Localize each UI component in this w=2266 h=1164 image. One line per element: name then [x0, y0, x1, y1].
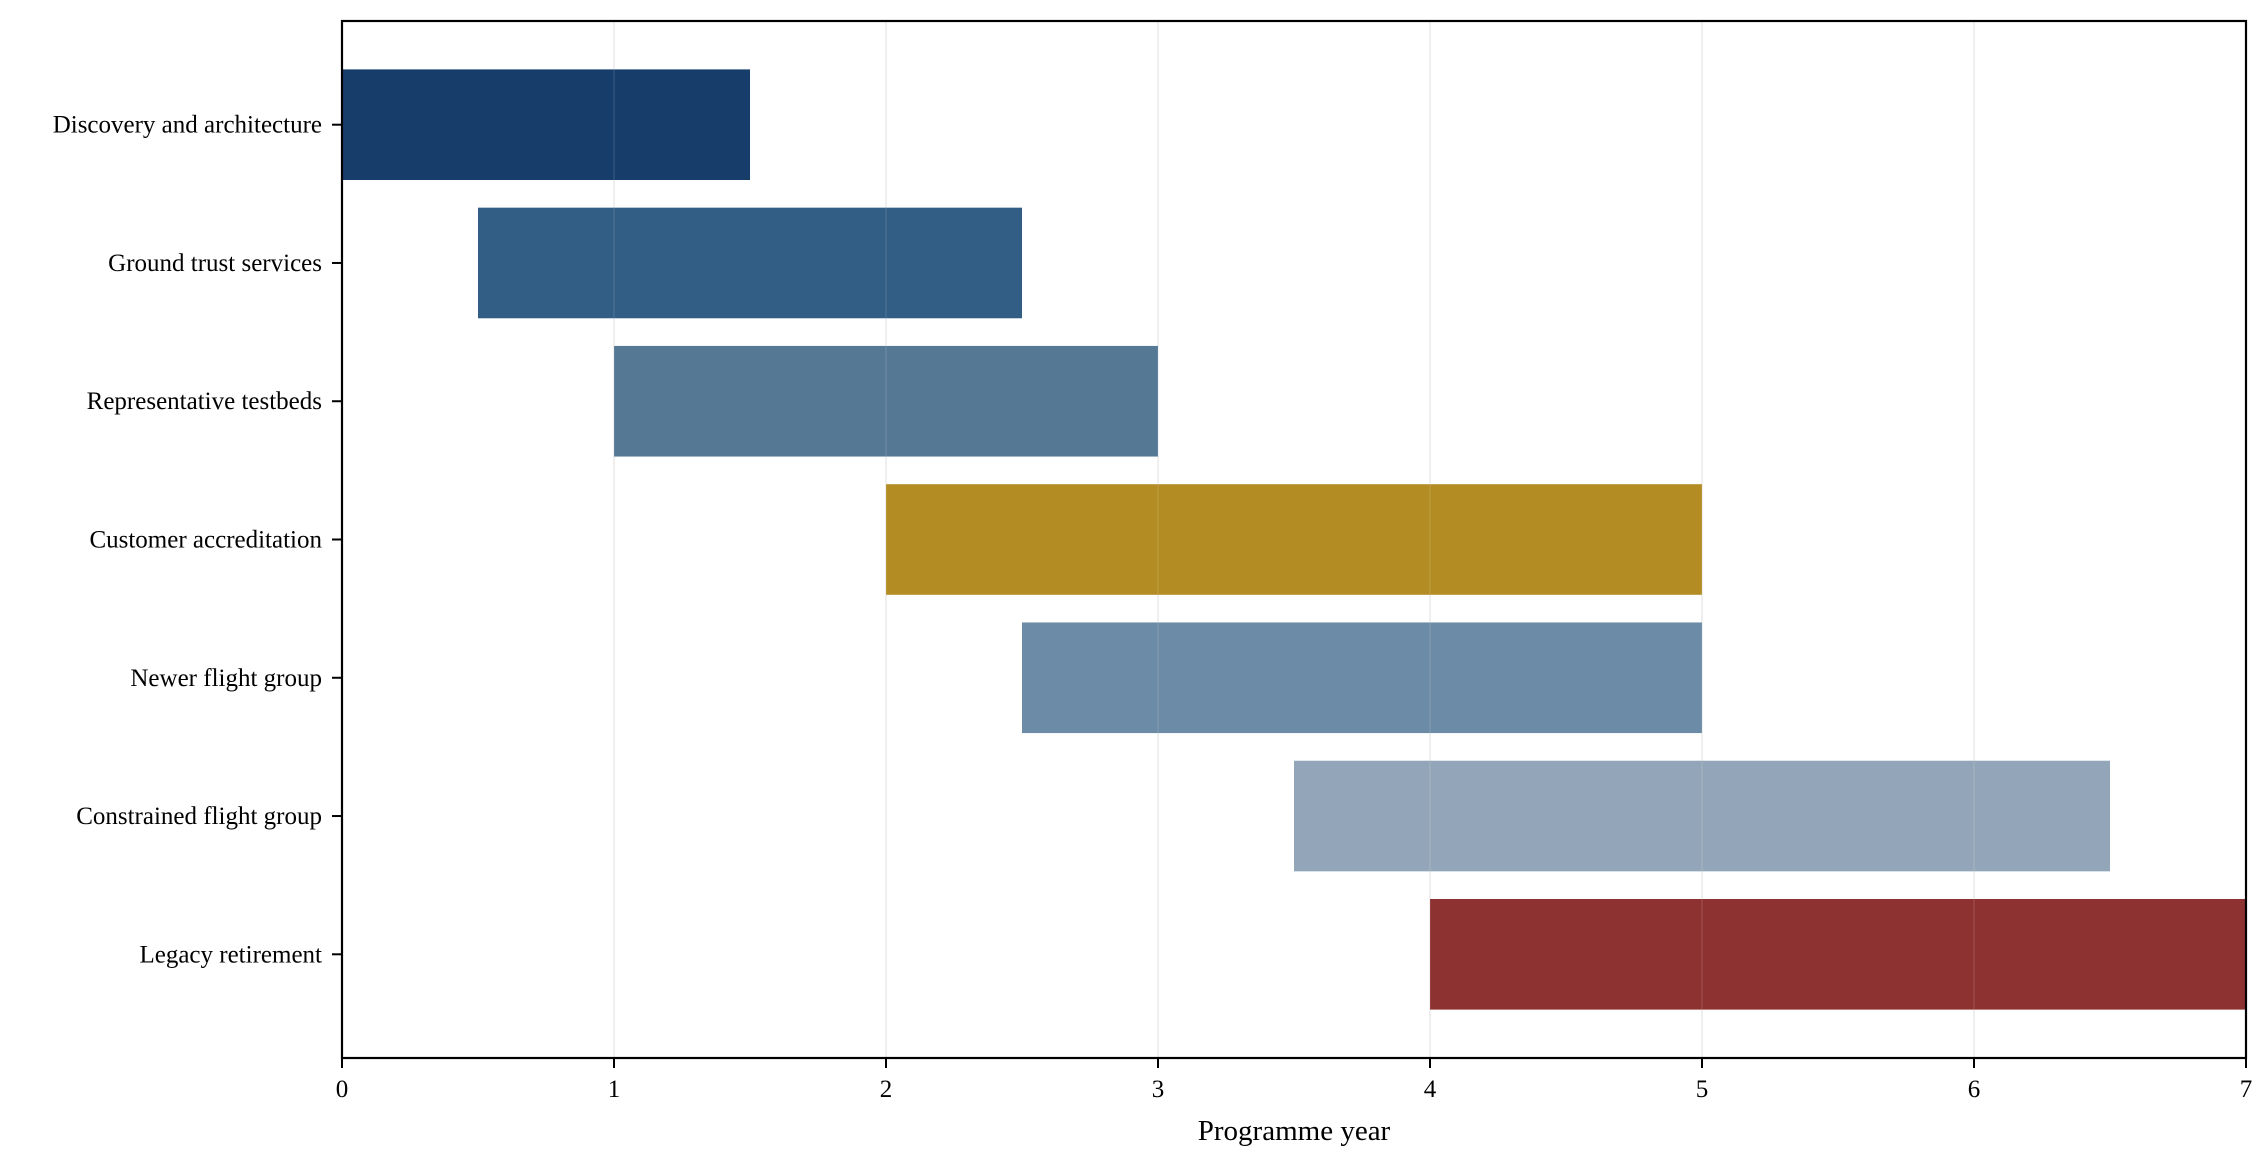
- x-tick-label-1: 1: [608, 1076, 621, 1103]
- x-tick-label-2: 2: [880, 1076, 893, 1103]
- task-bar-2: [478, 207, 1022, 319]
- task-bar-3: [614, 345, 1158, 457]
- y-tick-label-5: Newer flight group: [130, 665, 322, 692]
- y-tick-label-1: Discovery and architecture: [53, 112, 322, 139]
- task-bar-1: [342, 69, 750, 181]
- task-bar-4: [886, 484, 1702, 595]
- x-tick-label-4: 4: [1424, 1076, 1437, 1103]
- y-tick-label-7: Legacy retirement: [139, 941, 322, 968]
- task-bar-5: [1022, 622, 1702, 734]
- task-bars: [341, 21, 2247, 1058]
- plot-frame: [340, 19, 2248, 1060]
- task-bar-6: [1294, 760, 2110, 872]
- x-tick-label-7: 7: [2240, 1076, 2253, 1103]
- x-tick-label-6: 6: [1968, 1076, 1981, 1103]
- y-tick-label-6: Constrained flight group: [76, 803, 322, 830]
- task-bar-7: [1430, 898, 2246, 1010]
- y-tick-label-3: Representative testbeds: [87, 388, 322, 415]
- x-tick-label-3: 3: [1152, 1076, 1165, 1103]
- y-tick-label-4: Customer accreditation: [89, 527, 322, 554]
- axis-ticks: Discovery and architecture Ground trust s…: [53, 112, 2253, 1103]
- y-tick-label-2: Ground trust services: [108, 250, 322, 277]
- x-tick-label-5: 5: [1696, 1076, 1709, 1103]
- x-axis-label: Programme year: [1198, 1115, 1391, 1147]
- x-tick-label-0: 0: [336, 1076, 349, 1103]
